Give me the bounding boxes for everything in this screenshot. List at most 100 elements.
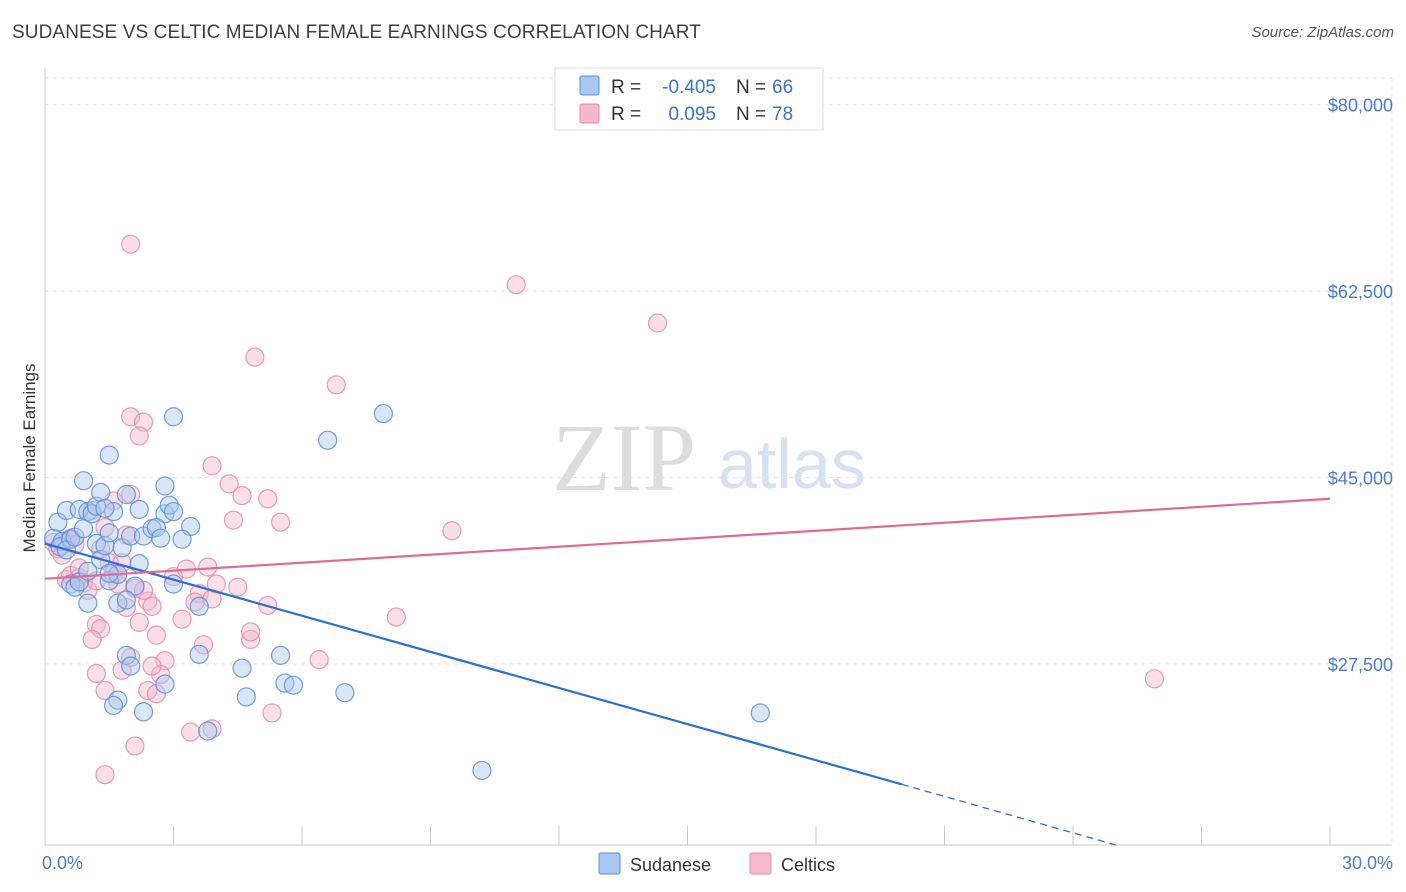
axes [44, 68, 1392, 846]
celtic-point-25 [82, 629, 102, 650]
y-tick-label-0: $27,500 [1328, 655, 1393, 675]
celtic-point-75 [1144, 669, 1164, 689]
celtic-point-60 [219, 474, 239, 494]
celtic-point-34 [142, 596, 162, 616]
sudanese-point-15 [73, 471, 94, 491]
celtic-point-26 [86, 663, 107, 684]
source-credit: Source: ZipAtlas.com [1251, 24, 1394, 41]
sudanese-point-41 [146, 517, 166, 538]
watermark: ZIP atlas [552, 404, 866, 511]
celtic-point-44 [121, 234, 141, 254]
sudanese-point-44 [163, 501, 184, 522]
watermark-zip: ZIP [552, 404, 696, 511]
celtic-point-42 [125, 736, 145, 756]
legend-stats-box [554, 67, 824, 131]
legend-sudanese-n-label: N = [736, 77, 766, 98]
legend-bottom-sudanese-label: Sudanese [630, 855, 711, 875]
sudanese-point-49 [189, 596, 209, 616]
celtic-point-72 [442, 521, 462, 541]
sudanese-point-57 [198, 721, 218, 741]
sudanese-point-53 [155, 674, 175, 694]
celtic-point-68 [270, 512, 291, 532]
celtic-point-35 [146, 625, 166, 645]
y-tick-label-3: $80,000 [1328, 96, 1393, 116]
legend-sudanese-r-value: -0.405 [662, 77, 716, 98]
sudanese-point-24 [95, 498, 115, 518]
sudanese-point-59 [232, 658, 252, 678]
sudanese-point-19 [95, 536, 115, 556]
celtic-points [43, 234, 1164, 785]
celtic-point-45 [121, 407, 141, 427]
legend-celtic-swatch [579, 103, 600, 124]
legend-celtic-n-label: N = [736, 104, 766, 125]
sudanese-point-55 [103, 695, 124, 716]
legend-bottom-celtic-label: Celtics [781, 855, 835, 875]
sudanese-point-58 [189, 644, 209, 664]
legend-celtic-r-value: 0.095 [668, 104, 716, 125]
celtic-point-21 [121, 484, 141, 505]
legend-sudanese-swatch [579, 75, 600, 96]
sudanese-point-28 [116, 484, 136, 505]
sudanese-point-66 [373, 403, 393, 424]
celtic-point-69 [309, 650, 329, 670]
sudanese-point-35 [78, 593, 98, 613]
sudanese-point-31 [125, 576, 145, 596]
celtic-point-74 [647, 313, 668, 333]
celtic-point-43 [95, 765, 115, 785]
celtic-point-54 [206, 574, 226, 594]
sudanese-point-36 [99, 445, 119, 465]
chart-title: SUDANESE VS CELTIC MEDIAN FEMALE EARNING… [12, 22, 701, 43]
sudanese-point-56 [133, 702, 154, 722]
sudanese-point-38 [129, 499, 149, 520]
celtic-trend-line [44, 497, 1331, 580]
celtic-point-52 [198, 557, 218, 577]
sudanese-trend-extension [901, 783, 1117, 846]
celtic-point-73 [506, 275, 526, 295]
sudanese-point-22 [99, 523, 119, 543]
celtic-point-32 [129, 612, 149, 632]
sudanese-point-52 [121, 656, 141, 676]
trend-lines [44, 497, 1331, 846]
celtic-point-65 [245, 347, 265, 367]
sudanese-point-47 [172, 529, 192, 549]
legend-bottom-sudanese-swatch [598, 852, 621, 875]
sudanese-point-51 [116, 645, 136, 665]
legend-sudanese-r-label: R = [611, 77, 641, 98]
tick-labels: $27,500 $45,000 $62,500 $80,000 0.0% 30.0% [42, 96, 1393, 873]
legend-celtic-n-value: 78 [772, 104, 793, 125]
sudanese-point-43 [151, 528, 171, 548]
sudanese-point-32 [116, 590, 136, 610]
celtic-point-70 [326, 375, 346, 395]
celtic-point-39 [142, 656, 162, 676]
legend-stats: R = -0.405 N = 66 R = 0.095 N = 78 [554, 67, 824, 131]
sudanese-point-50 [163, 407, 184, 427]
sudanese-point-65 [318, 430, 338, 450]
sudanese-point-67 [750, 703, 770, 723]
sudanese-point-62 [270, 645, 291, 665]
sudanese-trend-line [44, 542, 902, 786]
legend-bottom-celtic-swatch [749, 852, 772, 875]
y-tick-label-2: $62,500 [1328, 282, 1393, 302]
sudanese-point-21 [91, 482, 111, 502]
celtic-point-59 [202, 456, 222, 476]
watermark-atlas: atlas [718, 425, 866, 503]
legend-celtic-r-label: R = [611, 104, 641, 125]
celtic-point-47 [129, 426, 149, 446]
celtic-point-56 [172, 609, 192, 629]
x-tick-label-1: 30.0% [1342, 853, 1393, 873]
celtic-point-71 [386, 607, 406, 627]
celtic-point-57 [181, 722, 201, 742]
legend-series: Sudanese Celtics [598, 852, 835, 875]
celtic-point-55 [193, 635, 214, 655]
sudanese-point-68 [472, 760, 492, 781]
celtic-point-64 [241, 629, 261, 650]
celtic-point-27 [95, 680, 115, 701]
x-tick-label-0: 0.0% [42, 853, 83, 873]
sudanese-point-45 [155, 476, 175, 496]
celtic-point-61 [223, 510, 244, 530]
sudanese-point-63 [283, 675, 304, 695]
celtic-point-63 [228, 577, 248, 597]
sudanese-point-64 [335, 683, 355, 703]
celtic-point-77 [241, 622, 261, 642]
